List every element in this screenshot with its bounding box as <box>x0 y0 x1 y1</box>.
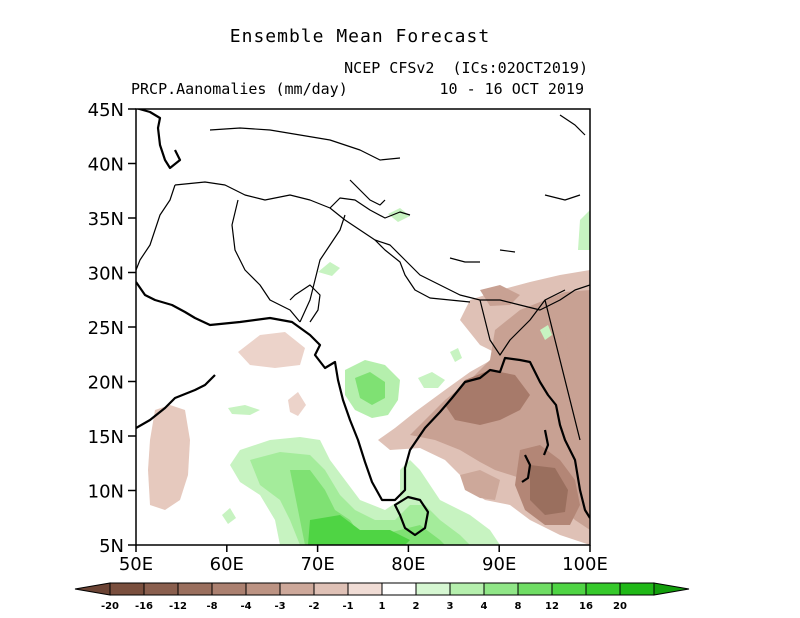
positive-anomaly-areas <box>222 208 590 545</box>
lat-label: 40N <box>88 155 124 176</box>
lon-label: 90E <box>482 554 516 575</box>
axis-ticks <box>128 108 591 552</box>
colorbar-swatch <box>245 582 281 596</box>
colorbar-label: 16 <box>579 601 593 612</box>
coastlines <box>136 109 590 537</box>
colorbar-label: -4 <box>240 601 251 612</box>
model-label: NCEP CFSv2 (ICs:02OCT2019) <box>344 59 588 77</box>
lon-label: 60E <box>210 554 244 575</box>
lat-label: 5N <box>99 536 124 557</box>
lat-label: 25N <box>88 318 124 339</box>
negative-anomaly-areas <box>148 270 590 545</box>
colorbar-swatch <box>585 582 621 596</box>
colorbar-label: 1 <box>379 601 386 612</box>
colorbar-swatch <box>143 582 179 596</box>
colorbar-label: 2 <box>413 601 420 612</box>
colorbar-end-high <box>653 582 690 596</box>
colorbar: -20 -16 -12 -8 -4 -3 -2 -1 1 2 3 4 8 12 16 20 <box>74 582 690 612</box>
colorbar-swatch <box>483 582 519 596</box>
colorbar-label: 4 <box>481 601 488 612</box>
anomaly-shading <box>148 208 590 545</box>
colorbar-swatch <box>415 582 451 596</box>
longitude-labels: 50E 60E 70E 80E 90E 100E <box>119 554 608 575</box>
colorbar-swatch <box>211 582 247 596</box>
lat-label: 35N <box>88 209 124 230</box>
colorbar-label: -20 <box>101 601 119 612</box>
colorbar-label: -8 <box>206 601 217 612</box>
latitude-labels: 45N 40N 35N 30N 25N 20N 15N 10N 5N <box>88 100 124 557</box>
colorbar-label: 8 <box>515 601 522 612</box>
colorbar-swatch <box>347 582 383 596</box>
colorbar-swatch <box>279 582 315 596</box>
colorbar-label: 3 <box>447 601 454 612</box>
colorbar-swatch <box>551 582 587 596</box>
colorbar-swatch <box>109 582 145 596</box>
lon-label: 70E <box>300 554 334 575</box>
colorbar-swatch <box>619 582 655 596</box>
colorbar-swatch <box>177 582 213 596</box>
country-borders <box>136 114 590 441</box>
map-title: Ensemble Mean Forecast <box>229 26 491 47</box>
colorbar-label: -2 <box>308 601 319 612</box>
colorbar-end-low <box>74 582 111 596</box>
colorbar-label: -16 <box>135 601 153 612</box>
lon-label: 80E <box>391 554 425 575</box>
colorbar-swatch <box>449 582 485 596</box>
lon-label: 100E <box>562 554 608 575</box>
colorbar-swatch <box>517 582 553 596</box>
colorbar-swatch <box>313 582 349 596</box>
colorbar-label: 12 <box>545 601 559 612</box>
lat-label: 30N <box>88 264 124 285</box>
lat-label: 15N <box>88 427 124 448</box>
lon-label: 50E <box>119 554 153 575</box>
lat-label: 10N <box>88 482 124 503</box>
date-range-label: 10 - 16 OCT 2019 <box>439 80 585 98</box>
colorbar-label: -12 <box>169 601 187 612</box>
variable-label: PRCP.Aanomalies (mm/day) <box>131 80 348 98</box>
colorbar-label: -3 <box>274 601 285 612</box>
colorbar-label: -1 <box>342 601 353 612</box>
colorbar-swatch <box>381 582 417 596</box>
colorbar-label: 20 <box>613 601 627 612</box>
lat-label: 45N <box>88 100 124 121</box>
lat-label: 20N <box>88 373 124 394</box>
